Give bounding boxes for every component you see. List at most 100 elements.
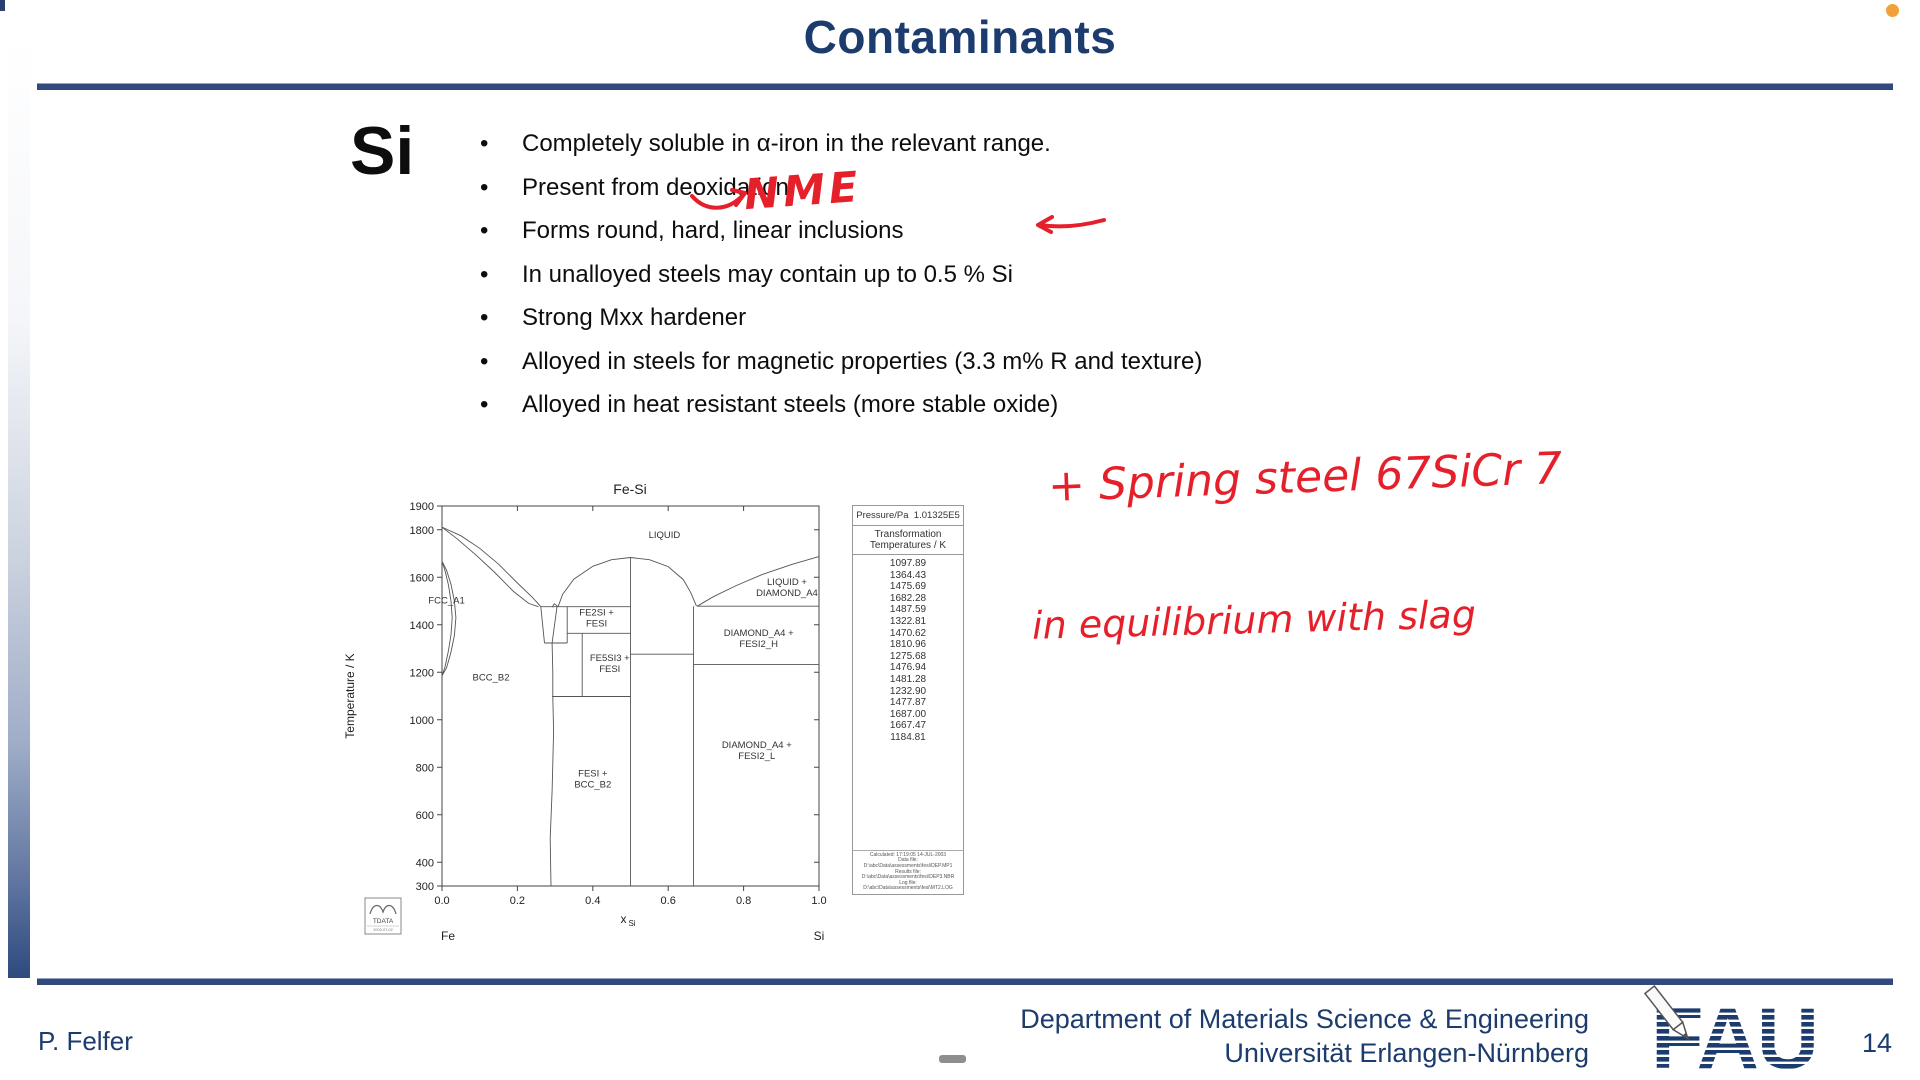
y-tick-label: 1900 bbox=[410, 501, 434, 513]
phase-boundary-fesi-dome bbox=[557, 557, 697, 607]
pencil-icon bbox=[1643, 985, 1690, 1041]
temperature-value: 1470.62 bbox=[889, 627, 927, 639]
title-divider bbox=[37, 83, 1893, 90]
annotation-equilibrium: in equilibrium with slag bbox=[1031, 592, 1477, 648]
x-end-label-fe: Fe bbox=[441, 929, 455, 943]
temperature-value: 1322.81 bbox=[889, 615, 927, 627]
y-axis-label: Temperature / K bbox=[343, 653, 357, 738]
recording-dot-icon bbox=[1886, 4, 1899, 17]
region-label: FCC_A1 bbox=[428, 595, 464, 606]
scrubber-handle[interactable] bbox=[939, 1055, 966, 1063]
bullet-item: Present from deoxidation bbox=[474, 166, 1624, 210]
footer-affiliation: Department of Materials Science & Engine… bbox=[1020, 1002, 1589, 1070]
temperature-value: 1667.47 bbox=[889, 720, 927, 732]
temperature-value: 1487.59 bbox=[889, 604, 927, 616]
region-label: FE5SI3 + FESI bbox=[590, 653, 630, 675]
table-footnote: Calculated: 17:19:05 14-JUL-2003 Data fil… bbox=[853, 849, 963, 894]
phase-diagram-figure: Fe-Si 1900 1800 1600 1400 1200 1000 800 600 400 30… bbox=[340, 468, 980, 958]
temperature-value: 1475.69 bbox=[889, 581, 927, 593]
temperature-value: 1364.43 bbox=[889, 569, 927, 581]
y-tick-label: 1400 bbox=[410, 620, 434, 632]
region-labels: LIQUID FCC_A1 BCC_B2 FE2SI + FESI FE5SI3 + FES… bbox=[428, 530, 818, 790]
y-tick-label: 300 bbox=[416, 881, 434, 893]
y-tick-label: 1600 bbox=[410, 572, 434, 584]
phase-boundary-hump bbox=[551, 603, 559, 608]
phase-boundary-funnel-left bbox=[540, 606, 545, 644]
pressure-row: Pressure/Pa 1.01325E5 bbox=[853, 506, 963, 526]
fau-logo-letters: FAU bbox=[1651, 991, 1817, 1078]
bullet-item: Completely soluble in α-iron in the rele… bbox=[474, 122, 1624, 166]
logo-text: TDATA bbox=[373, 918, 394, 925]
fe-si-phase-diagram: Fe-Si 1900 1800 1600 1400 1200 1000 800 600 400 30… bbox=[343, 481, 827, 943]
department-line: Department of Materials Science & Engine… bbox=[1020, 1004, 1589, 1034]
author-name: P. Felfer bbox=[38, 1026, 133, 1056]
x-axis-label: x Si bbox=[620, 912, 635, 928]
temperature-value: 1477.87 bbox=[889, 697, 927, 709]
bullet-item: Alloyed in steels for magnetic propertie… bbox=[474, 340, 1624, 384]
footnote-line: Log file: D:\abc\Data\assessments\fesi\M… bbox=[863, 879, 953, 892]
region-label: FESI + BCC_B2 bbox=[574, 768, 611, 790]
y-tick-label: 1800 bbox=[410, 525, 434, 537]
university-line: Universität Erlangen-Nürnberg bbox=[1224, 1038, 1589, 1068]
x-tick-label: 0.8 bbox=[736, 895, 751, 907]
phase-boundary-funnel-right bbox=[551, 606, 558, 644]
bullet-item: Alloyed in heat resistant steels (more s… bbox=[474, 383, 1624, 427]
x-tick-label: 0.6 bbox=[661, 895, 676, 907]
logo-glyph bbox=[369, 904, 397, 915]
region-label: BCC_B2 bbox=[473, 673, 510, 684]
red-curved-arrow-icon bbox=[690, 188, 747, 210]
region-label: FE2SI + FESI bbox=[579, 608, 614, 630]
footnote-line: Calculated: 17:19:05 14-JUL-2003 bbox=[869, 851, 947, 858]
left-gradient-bar bbox=[8, 38, 30, 978]
phase-boundaries bbox=[441, 526, 820, 887]
y-tick-label: 600 bbox=[416, 810, 434, 822]
bullet-item: Strong Mxx hardener bbox=[474, 296, 1624, 340]
element-symbol: Si bbox=[350, 113, 415, 189]
region-label: LIQUID bbox=[649, 530, 681, 541]
region-label: LIQUID + DIAMOND_A4 bbox=[756, 577, 818, 599]
x-end-label-si: Si bbox=[814, 929, 825, 943]
pressure-value: 1.01325E5 bbox=[913, 510, 960, 521]
phase-boundary-solidus-left bbox=[441, 526, 539, 608]
footnote-line: Results file: D:\abc\Data\assessments\fe… bbox=[861, 868, 955, 881]
footer-divider bbox=[37, 978, 1893, 985]
chart-title: Fe-Si bbox=[613, 481, 646, 497]
temperature-values: 1097.89 1364.43 1475.69 1682.28 1487.59 1322.… bbox=[853, 555, 963, 744]
y-tick-label: 400 bbox=[416, 857, 434, 869]
y-tick-label: 1200 bbox=[410, 667, 434, 679]
phase-boundary-liquidus-right bbox=[696, 556, 820, 607]
temperature-value: 1184.81 bbox=[890, 731, 926, 743]
footnote-line: Data file: D:\abc\Data\assessments\fesi\… bbox=[863, 857, 953, 870]
phase-boundary-bcc-solvus bbox=[549, 642, 555, 887]
region-label: DIAMOND_A4 + FESI2_H bbox=[724, 628, 794, 650]
temperature-value: 1682.28 bbox=[889, 592, 927, 604]
temperature-value: 1481.28 bbox=[889, 673, 927, 685]
temperature-value: 1810.96 bbox=[889, 639, 927, 651]
x-tick-label: 0.0 bbox=[434, 895, 449, 907]
y-tick-label: 1000 bbox=[410, 715, 434, 727]
fau-logo: FAU bbox=[1643, 985, 1819, 1078]
page-number: 14 bbox=[1862, 1028, 1893, 1058]
database-logo: TDATA 2003-07-02 bbox=[364, 897, 402, 935]
x-tick-label: 0.2 bbox=[510, 895, 525, 907]
phase-boundary-liquidus-left bbox=[441, 526, 542, 607]
screen-corner-artifact bbox=[0, 0, 5, 11]
logo-subtext: 2003-07-02 bbox=[373, 928, 392, 932]
transformation-table: Pressure/Pa 1.01325E5 Transformation Tem… bbox=[852, 505, 964, 895]
temperature-value: 1275.68 bbox=[889, 650, 927, 662]
pressure-label: Pressure/Pa bbox=[856, 510, 909, 521]
table-header: Transformation Temperatures / K bbox=[853, 526, 963, 555]
temperature-value: 1476.94 bbox=[889, 662, 927, 674]
temperature-value: 1097.89 bbox=[889, 558, 927, 569]
red-left-arrow-icon bbox=[1036, 215, 1106, 234]
page-title: Contaminants bbox=[803, 11, 1117, 63]
phase-boundary-gamma-loop-inner bbox=[441, 561, 453, 676]
bullet-list: Completely soluble in α-iron in the rele… bbox=[474, 122, 1624, 427]
temperature-value: 1232.90 bbox=[889, 685, 927, 697]
x-tick-label: 1.0 bbox=[811, 895, 826, 907]
x-tick-label: 0.4 bbox=[585, 895, 600, 907]
annotation-nme: NME bbox=[742, 161, 864, 220]
y-tick-label: 800 bbox=[416, 762, 434, 774]
bullet-item: In unalloyed steels may contain up to 0.… bbox=[474, 253, 1624, 297]
